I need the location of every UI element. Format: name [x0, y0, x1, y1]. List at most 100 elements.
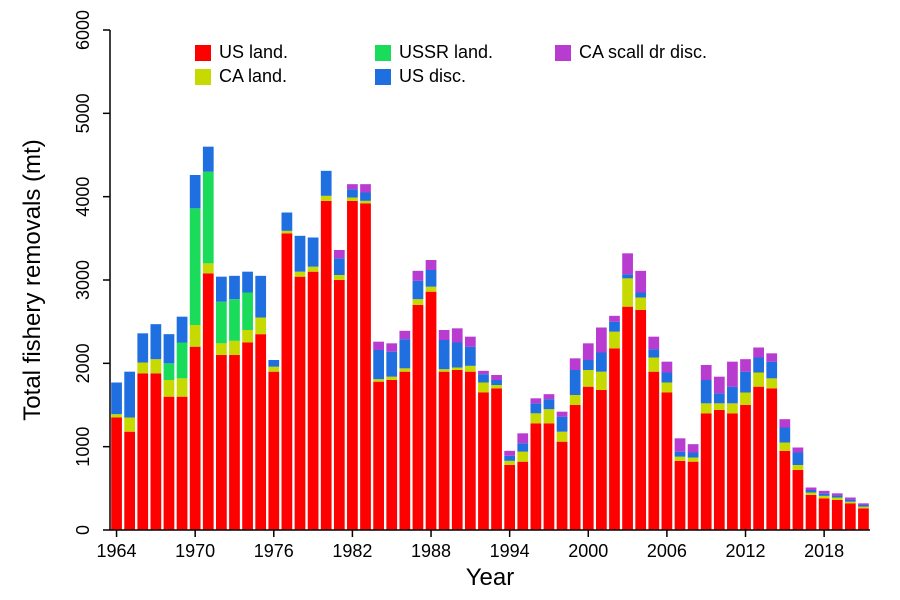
bar-ca_disc — [491, 375, 502, 380]
y-tick-label: 4000 — [73, 177, 93, 217]
bar-us_land — [478, 393, 489, 531]
bar-ca_land — [321, 196, 332, 201]
bar-us_disc — [557, 417, 568, 432]
y-tick-label: 5000 — [73, 93, 93, 133]
bar-ussr_land — [203, 172, 214, 264]
bar-ca_disc — [648, 337, 659, 350]
bar-us_land — [321, 201, 332, 530]
bar-ca_land — [714, 403, 725, 410]
bar-ca_land — [347, 198, 358, 201]
bar-ca_land — [308, 267, 319, 272]
bar-us_land — [413, 305, 424, 530]
bar-ca_land — [544, 409, 555, 423]
bar-ca_disc — [347, 184, 358, 189]
x-tick-label: 2000 — [568, 541, 608, 561]
bar-us_land — [714, 410, 725, 530]
bar-us_disc — [832, 495, 843, 497]
bar-us_land — [111, 418, 122, 531]
x-tick-label: 1964 — [97, 541, 137, 561]
bar-ca_land — [295, 272, 306, 277]
bar-us_disc — [740, 372, 751, 393]
bar-us_disc — [164, 334, 175, 363]
bar-us_disc — [845, 500, 856, 502]
bar-ca_land — [662, 383, 673, 393]
chart-svg: 0100020003000400050006000196419701976198… — [0, 0, 900, 600]
x-tick-label: 1994 — [490, 541, 530, 561]
bar-us_disc — [530, 403, 541, 413]
bar-us_disc — [242, 272, 253, 293]
bar-ca_land — [635, 298, 646, 311]
bar-ca_land — [675, 457, 686, 461]
bar-us_disc — [399, 339, 410, 368]
bar-ca_land — [530, 413, 541, 423]
bar-ca_land — [753, 373, 764, 387]
bar-us_disc — [465, 347, 476, 366]
bar-ca_disc — [622, 253, 633, 274]
bar-us_disc — [137, 333, 148, 362]
bar-us_disc — [268, 360, 279, 367]
bar-ca_land — [334, 275, 345, 280]
bar-ca_land — [465, 366, 476, 372]
bar-us_disc — [177, 317, 188, 343]
y-tick-label: 3000 — [73, 260, 93, 300]
bar-ussr_land — [177, 343, 188, 379]
bar-us_disc — [229, 276, 240, 299]
x-tick-label: 1970 — [175, 541, 215, 561]
bar-ca_disc — [426, 260, 437, 270]
bar-us_disc — [570, 370, 581, 395]
bar-ca_disc — [662, 362, 673, 373]
y-tick-label: 0 — [73, 525, 93, 535]
bar-us_land — [635, 310, 646, 530]
bar-us_land — [229, 355, 240, 530]
bar-us_land — [858, 508, 869, 530]
bar-ca_land — [491, 385, 502, 388]
bar-us_land — [779, 451, 790, 530]
bar-ca_disc — [819, 491, 830, 494]
legend-label-us_land: US land. — [219, 42, 288, 62]
bar-ca_land — [832, 498, 843, 501]
bar-us_disc — [478, 374, 489, 382]
bar-ca_disc — [373, 342, 384, 350]
bar-us_land — [203, 273, 214, 530]
bar-ca_disc — [583, 343, 594, 360]
x-tick-label: 2006 — [647, 541, 687, 561]
bar-us_disc — [321, 171, 332, 196]
bar-ca_land — [413, 299, 424, 305]
bar-us_land — [295, 277, 306, 530]
bar-us_land — [557, 442, 568, 530]
legend-swatch-ussr_land — [375, 45, 391, 61]
bar-ca_land — [819, 496, 830, 499]
legend-swatch-ca_land — [195, 69, 211, 85]
bar-ca_land — [439, 369, 450, 372]
y-tick-label: 6000 — [73, 10, 93, 50]
bar-ca_land — [111, 414, 122, 417]
bar-ca_disc — [504, 451, 515, 456]
bar-us_land — [308, 272, 319, 530]
bar-us_disc — [111, 383, 122, 415]
bar-us_disc — [426, 270, 437, 287]
bar-us_disc — [766, 362, 777, 379]
bar-ca_disc — [793, 448, 804, 453]
bar-ca_disc — [544, 394, 555, 399]
bar-ca_land — [845, 502, 856, 504]
bar-ussr_land — [216, 302, 227, 344]
bar-ca_land — [203, 263, 214, 273]
bar-us_land — [268, 372, 279, 530]
bar-us_disc — [819, 493, 830, 496]
bar-us_land — [517, 462, 528, 530]
bar-us_land — [793, 470, 804, 530]
bar-us_land — [190, 347, 201, 530]
bar-us_disc — [439, 340, 450, 369]
bar-ca_disc — [714, 377, 725, 394]
bar-ca_disc — [858, 503, 869, 505]
bar-us_disc — [373, 350, 384, 379]
bar-us_land — [242, 343, 253, 531]
bar-us_disc — [779, 428, 790, 443]
bar-us_land — [282, 233, 293, 530]
bar-ca_land — [688, 458, 699, 462]
bar-us_land — [688, 462, 699, 530]
bar-ca_land — [478, 383, 489, 393]
bar-us_land — [137, 373, 148, 530]
bar-us_land — [465, 372, 476, 530]
bar-us_disc — [714, 393, 725, 403]
